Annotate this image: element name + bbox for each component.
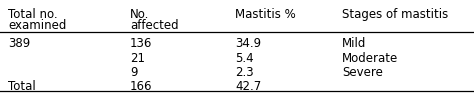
Text: examined: examined	[8, 19, 66, 32]
Text: Total: Total	[8, 81, 36, 93]
Text: 136: 136	[130, 37, 152, 50]
Text: 389: 389	[8, 37, 30, 50]
Text: 9: 9	[130, 66, 137, 79]
Text: Mild: Mild	[342, 37, 366, 50]
Text: Severe: Severe	[342, 66, 383, 79]
Text: 42.7: 42.7	[235, 81, 261, 93]
Text: Moderate: Moderate	[342, 51, 398, 64]
Text: No.: No.	[130, 8, 149, 21]
Text: 21: 21	[130, 51, 145, 64]
Text: Mastitis %: Mastitis %	[235, 8, 296, 21]
Text: 34.9: 34.9	[235, 37, 261, 50]
Text: affected: affected	[130, 19, 179, 32]
Text: 166: 166	[130, 81, 153, 93]
Text: 5.4: 5.4	[235, 51, 254, 64]
Text: Stages of mastitis: Stages of mastitis	[342, 8, 448, 21]
Text: 2.3: 2.3	[235, 66, 254, 79]
Text: Total no.: Total no.	[8, 8, 58, 21]
